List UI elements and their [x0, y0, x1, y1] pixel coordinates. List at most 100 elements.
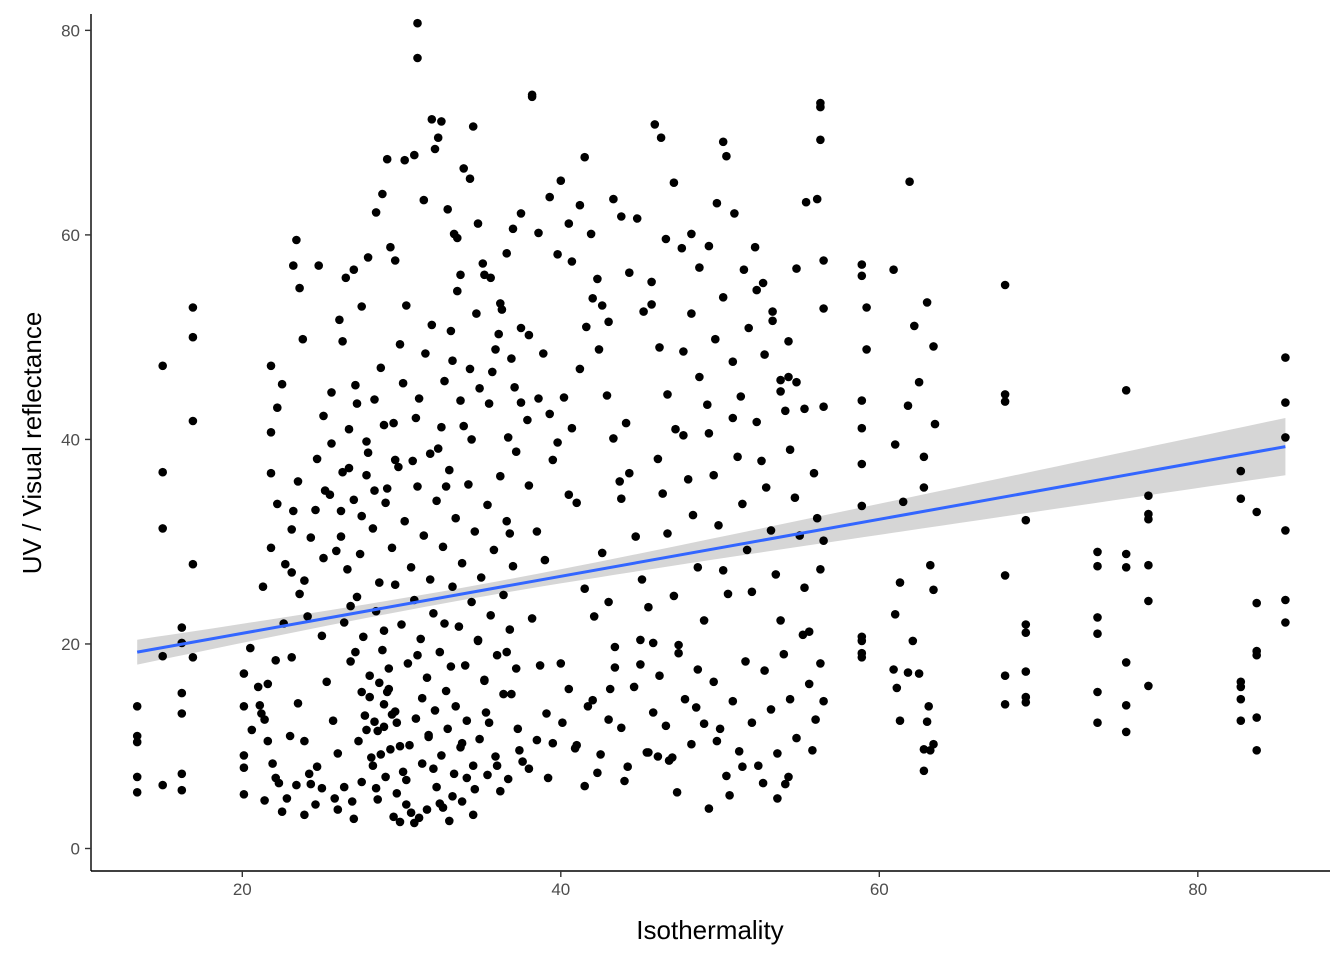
scatter-point	[491, 345, 500, 354]
scatter-point	[443, 724, 453, 734]
scatter-point	[371, 783, 381, 793]
scatter-point	[527, 614, 537, 623]
scatter-point	[792, 733, 801, 743]
scatter-point	[663, 529, 672, 538]
scatter-point	[892, 683, 902, 693]
scatter-point	[1093, 629, 1102, 638]
scatter-point	[470, 527, 480, 536]
scatter-point	[800, 404, 809, 414]
scatter-point	[1000, 671, 1010, 680]
scatter-point	[289, 506, 298, 516]
scatter-point	[408, 456, 418, 466]
scatter-point	[295, 589, 304, 599]
scatter-point	[438, 542, 448, 552]
scatter-point	[674, 648, 683, 658]
scatter-point	[429, 609, 438, 618]
scatter-point	[889, 265, 898, 275]
scatter-point	[781, 406, 790, 416]
scatter-point	[336, 532, 346, 541]
scatter-point	[411, 714, 421, 723]
scatter-point	[539, 349, 548, 358]
scatter-point	[253, 682, 263, 692]
scatter-point	[429, 764, 438, 773]
scatter-point	[593, 768, 602, 778]
scatter-point	[761, 483, 771, 492]
scatter-point	[610, 642, 620, 652]
scatter-point	[464, 480, 473, 489]
scatter-point	[446, 662, 456, 671]
scatter-point	[908, 636, 918, 646]
scatter-point	[1093, 613, 1102, 622]
scatter-point	[625, 468, 634, 478]
scatter-point	[499, 590, 508, 600]
scatter-point	[427, 115, 437, 124]
scatter-point	[239, 790, 249, 799]
scatter-point	[744, 323, 753, 333]
scatter-point	[570, 744, 580, 753]
scatter-point	[344, 463, 354, 473]
scatter-point	[376, 363, 386, 373]
scatter-point	[597, 301, 607, 310]
scatter-point	[306, 779, 316, 789]
scatter-point	[604, 597, 613, 607]
scatter-point	[451, 513, 461, 523]
scatter-point	[929, 739, 938, 749]
scatter-point	[453, 233, 462, 243]
scatter-point	[663, 390, 672, 399]
scatter-point	[556, 176, 566, 185]
y-tick-label: 40	[61, 430, 80, 449]
scatter-point	[730, 209, 739, 218]
scatter-point	[432, 496, 441, 506]
scatter-point	[480, 675, 489, 685]
scatter-point	[639, 307, 648, 316]
scatter-point	[421, 349, 430, 358]
x-tick-label: 40	[551, 880, 570, 899]
scatter-point	[790, 493, 800, 503]
scatter-point	[314, 261, 324, 270]
scatter-point	[819, 304, 828, 313]
scatter-point	[602, 391, 612, 400]
scatter-point	[629, 682, 639, 692]
scatter-point	[346, 657, 355, 666]
scatter-point	[390, 256, 400, 265]
scatter-point	[456, 396, 465, 405]
scatter-point	[819, 402, 828, 412]
scatter-point	[862, 303, 871, 312]
scatter-point	[617, 723, 626, 733]
scatter-point	[360, 711, 370, 720]
confidence-band	[137, 418, 1286, 665]
scatter-point	[594, 345, 604, 354]
scatter-point	[363, 448, 373, 458]
scatter-point	[564, 490, 574, 500]
scatter-point	[475, 734, 484, 744]
scatter-point	[351, 380, 360, 390]
scatter-point	[505, 529, 515, 538]
scatter-point	[597, 548, 607, 558]
scatter-point	[1144, 560, 1153, 570]
scatter-point	[413, 18, 422, 28]
scatter-point	[723, 589, 733, 599]
scatter-point	[497, 305, 507, 314]
scatter-point	[586, 229, 596, 239]
scatter-point	[776, 387, 785, 396]
scatter-point	[379, 420, 389, 430]
scatter-point	[632, 214, 642, 223]
scatter-point	[417, 693, 427, 703]
scatter-point	[422, 673, 432, 682]
scatter-point	[647, 300, 656, 309]
scatter-point	[410, 150, 419, 160]
scatter-point	[419, 531, 429, 540]
scatter-point	[758, 278, 768, 288]
scatter-point	[373, 726, 383, 736]
scatter-point	[352, 399, 362, 408]
x-tick-label: 60	[870, 880, 889, 899]
scatter-point	[664, 756, 674, 765]
scatter-point	[621, 418, 631, 428]
scatter-point	[930, 419, 940, 429]
scatter-point	[494, 329, 504, 339]
scatter-point	[413, 650, 422, 660]
scatter-point	[287, 653, 297, 662]
scatter-point	[398, 767, 408, 777]
scatter-point	[644, 748, 653, 757]
scatter-point	[553, 438, 562, 447]
